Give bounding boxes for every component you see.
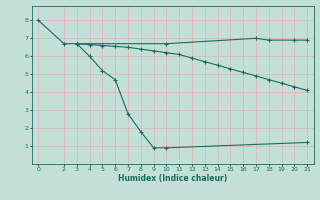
X-axis label: Humidex (Indice chaleur): Humidex (Indice chaleur) xyxy=(118,174,228,183)
